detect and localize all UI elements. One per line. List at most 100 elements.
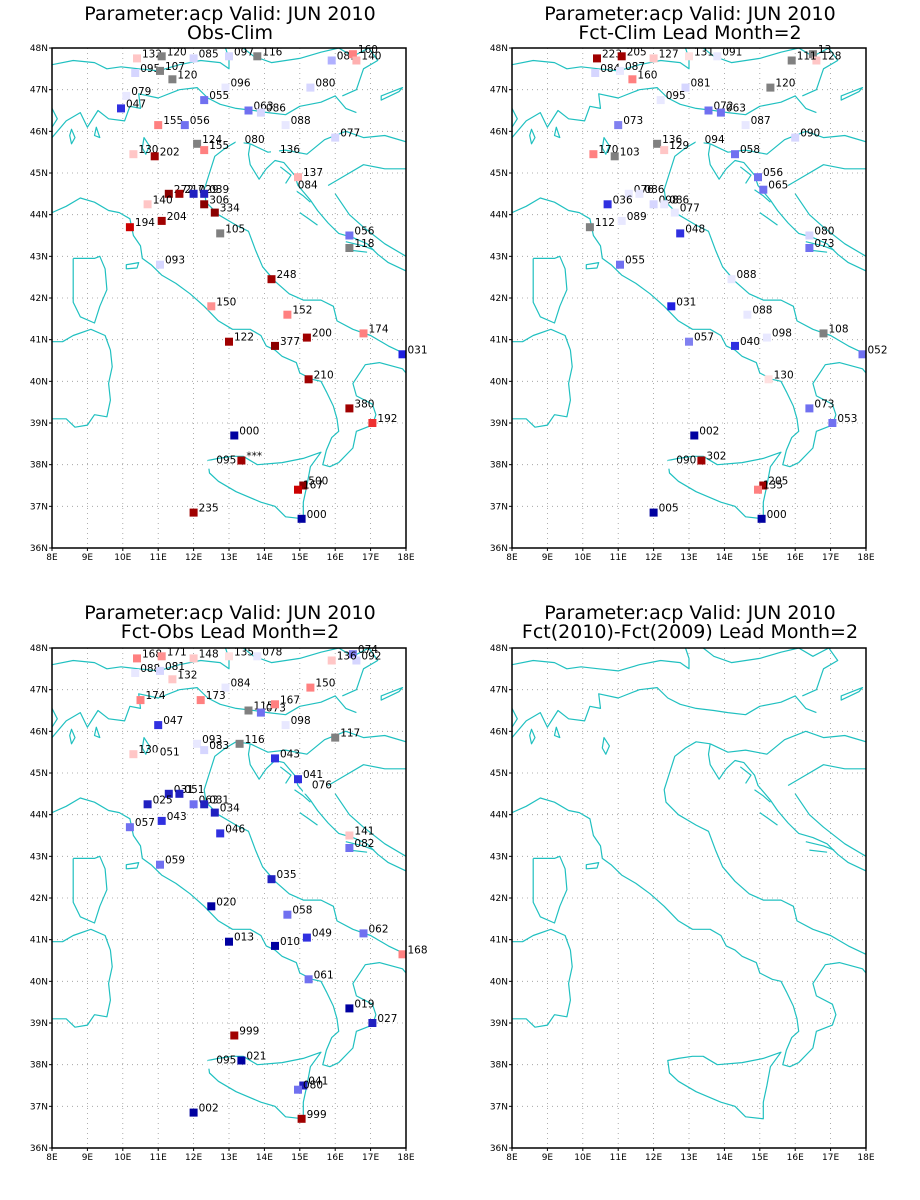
station-marker — [156, 66, 164, 75]
station-value-label: 140 — [361, 51, 381, 63]
station-value-label: 135 — [763, 480, 783, 492]
coast-island-pag — [754, 789, 771, 803]
y-tick-label: 38N — [490, 461, 508, 471]
station-value-label: 084 — [231, 678, 251, 690]
y-tick-label: 48N — [490, 644, 508, 654]
coast-lake-garda — [141, 137, 150, 155]
station-value-label: 380 — [354, 398, 374, 410]
coast-sardinia — [512, 928, 573, 1028]
station-value-label: 020 — [216, 896, 236, 908]
y-tick-label: 36N — [490, 1144, 508, 1154]
station-value-label: 059 — [165, 855, 185, 867]
x-tick-label: 16E — [327, 553, 344, 563]
station-marker — [200, 200, 209, 209]
coast-lake-balaton — [840, 86, 864, 101]
coast-border-swiss-west — [52, 708, 58, 728]
x-tick-label: 18E — [397, 1153, 414, 1163]
station-value-label: 095 — [216, 1055, 236, 1067]
station-marker — [614, 121, 623, 130]
station-value-label: 117 — [340, 728, 360, 740]
station-value-label: 055 — [625, 255, 645, 267]
station-marker — [628, 75, 637, 84]
station-value-label: 088 — [752, 305, 772, 317]
coast-sardinia — [512, 328, 573, 428]
coast-balkan-coast — [247, 143, 406, 272]
station-value-label: 160 — [358, 44, 378, 56]
station-marker — [591, 69, 600, 77]
station-value-label: 080 — [814, 226, 834, 238]
coast-island-dugi — [759, 212, 778, 226]
coast-border-bosnia-south — [794, 793, 866, 857]
y-tick-label: 45N — [490, 769, 508, 779]
y-tick-label: 45N — [30, 769, 48, 779]
station-marker — [253, 52, 262, 61]
station-marker — [221, 683, 230, 692]
station-value-label: 155 — [163, 115, 183, 127]
station-marker — [616, 260, 624, 269]
station-value-label: 031 — [408, 344, 428, 356]
y-tick-label: 37N — [30, 1102, 48, 1112]
station-marker — [210, 808, 219, 817]
y-tick-label: 44N — [490, 811, 508, 821]
station-value-label: 097 — [234, 46, 254, 58]
station-marker — [676, 229, 685, 238]
y-tick-label: 48N — [490, 44, 508, 54]
station-value-label: 049 — [312, 928, 332, 940]
station-marker — [267, 275, 276, 284]
station-value-label: 167 — [280, 694, 300, 706]
station-value-label: 073 — [266, 703, 286, 715]
station-marker — [207, 460, 216, 469]
station-value-label: 031 — [676, 296, 696, 308]
station-marker — [157, 216, 166, 225]
station-value-label: 077 — [340, 128, 360, 140]
panel-title-line2: Obs-Clim — [186, 22, 274, 44]
coast-island-krk — [739, 166, 752, 184]
station-value-label: 010 — [280, 936, 300, 948]
station-value-label: 057 — [135, 817, 155, 829]
coast-italy-east-coast — [663, 741, 866, 1064]
station-value-label: 306 — [209, 194, 229, 206]
station-value-label: 128 — [821, 51, 841, 63]
station-marker — [593, 54, 601, 63]
station-value-label: 136 — [337, 651, 357, 663]
x-tick-label: 11E — [610, 1153, 627, 1163]
station-marker — [225, 52, 233, 61]
station-value-label: 065 — [768, 180, 788, 192]
station-value-label: 095 — [140, 63, 160, 75]
station-value-label: 078 — [262, 646, 282, 658]
station-marker — [271, 150, 279, 159]
station-marker — [256, 108, 265, 117]
station-value-label: 091 — [722, 46, 742, 58]
panel-title-line1: Parameter:acp Valid: JUN 2010 — [84, 602, 376, 624]
station-marker — [129, 150, 138, 159]
coast-italy-west-coast — [512, 797, 800, 1068]
station-marker — [196, 696, 205, 705]
coast-border-east — [702, 48, 839, 97]
panel-title-line2: Fct-Clim Lead Month=2 — [578, 22, 802, 44]
station-value-label: 043 — [167, 811, 187, 823]
station-value-label: 105 — [225, 223, 245, 235]
coast-border-east — [242, 48, 379, 97]
y-tick-label: 37N — [490, 1102, 508, 1112]
station-value-label: 073 — [814, 238, 834, 250]
coast-border-bosnia-south — [334, 193, 406, 257]
station-marker — [189, 54, 198, 63]
station-marker — [225, 337, 233, 346]
station-value-label: 999 — [307, 1109, 327, 1121]
station-value-label: 088 — [737, 269, 757, 281]
station-value-label: 095 — [216, 455, 236, 467]
station-marker — [635, 189, 644, 198]
station-value-label: 140 — [153, 194, 173, 206]
station-value-label: 235 — [199, 503, 219, 515]
station-value-label: 136 — [280, 144, 300, 156]
station-marker — [306, 83, 315, 92]
station-marker — [762, 333, 771, 342]
station-value-label: 108 — [829, 323, 849, 335]
coast-island-dugi — [759, 812, 778, 826]
station-marker — [129, 750, 138, 759]
y-tick-label: 44N — [30, 811, 48, 821]
station-marker — [189, 1108, 198, 1117]
station-value-label: 174 — [146, 690, 166, 702]
station-marker — [189, 800, 198, 809]
